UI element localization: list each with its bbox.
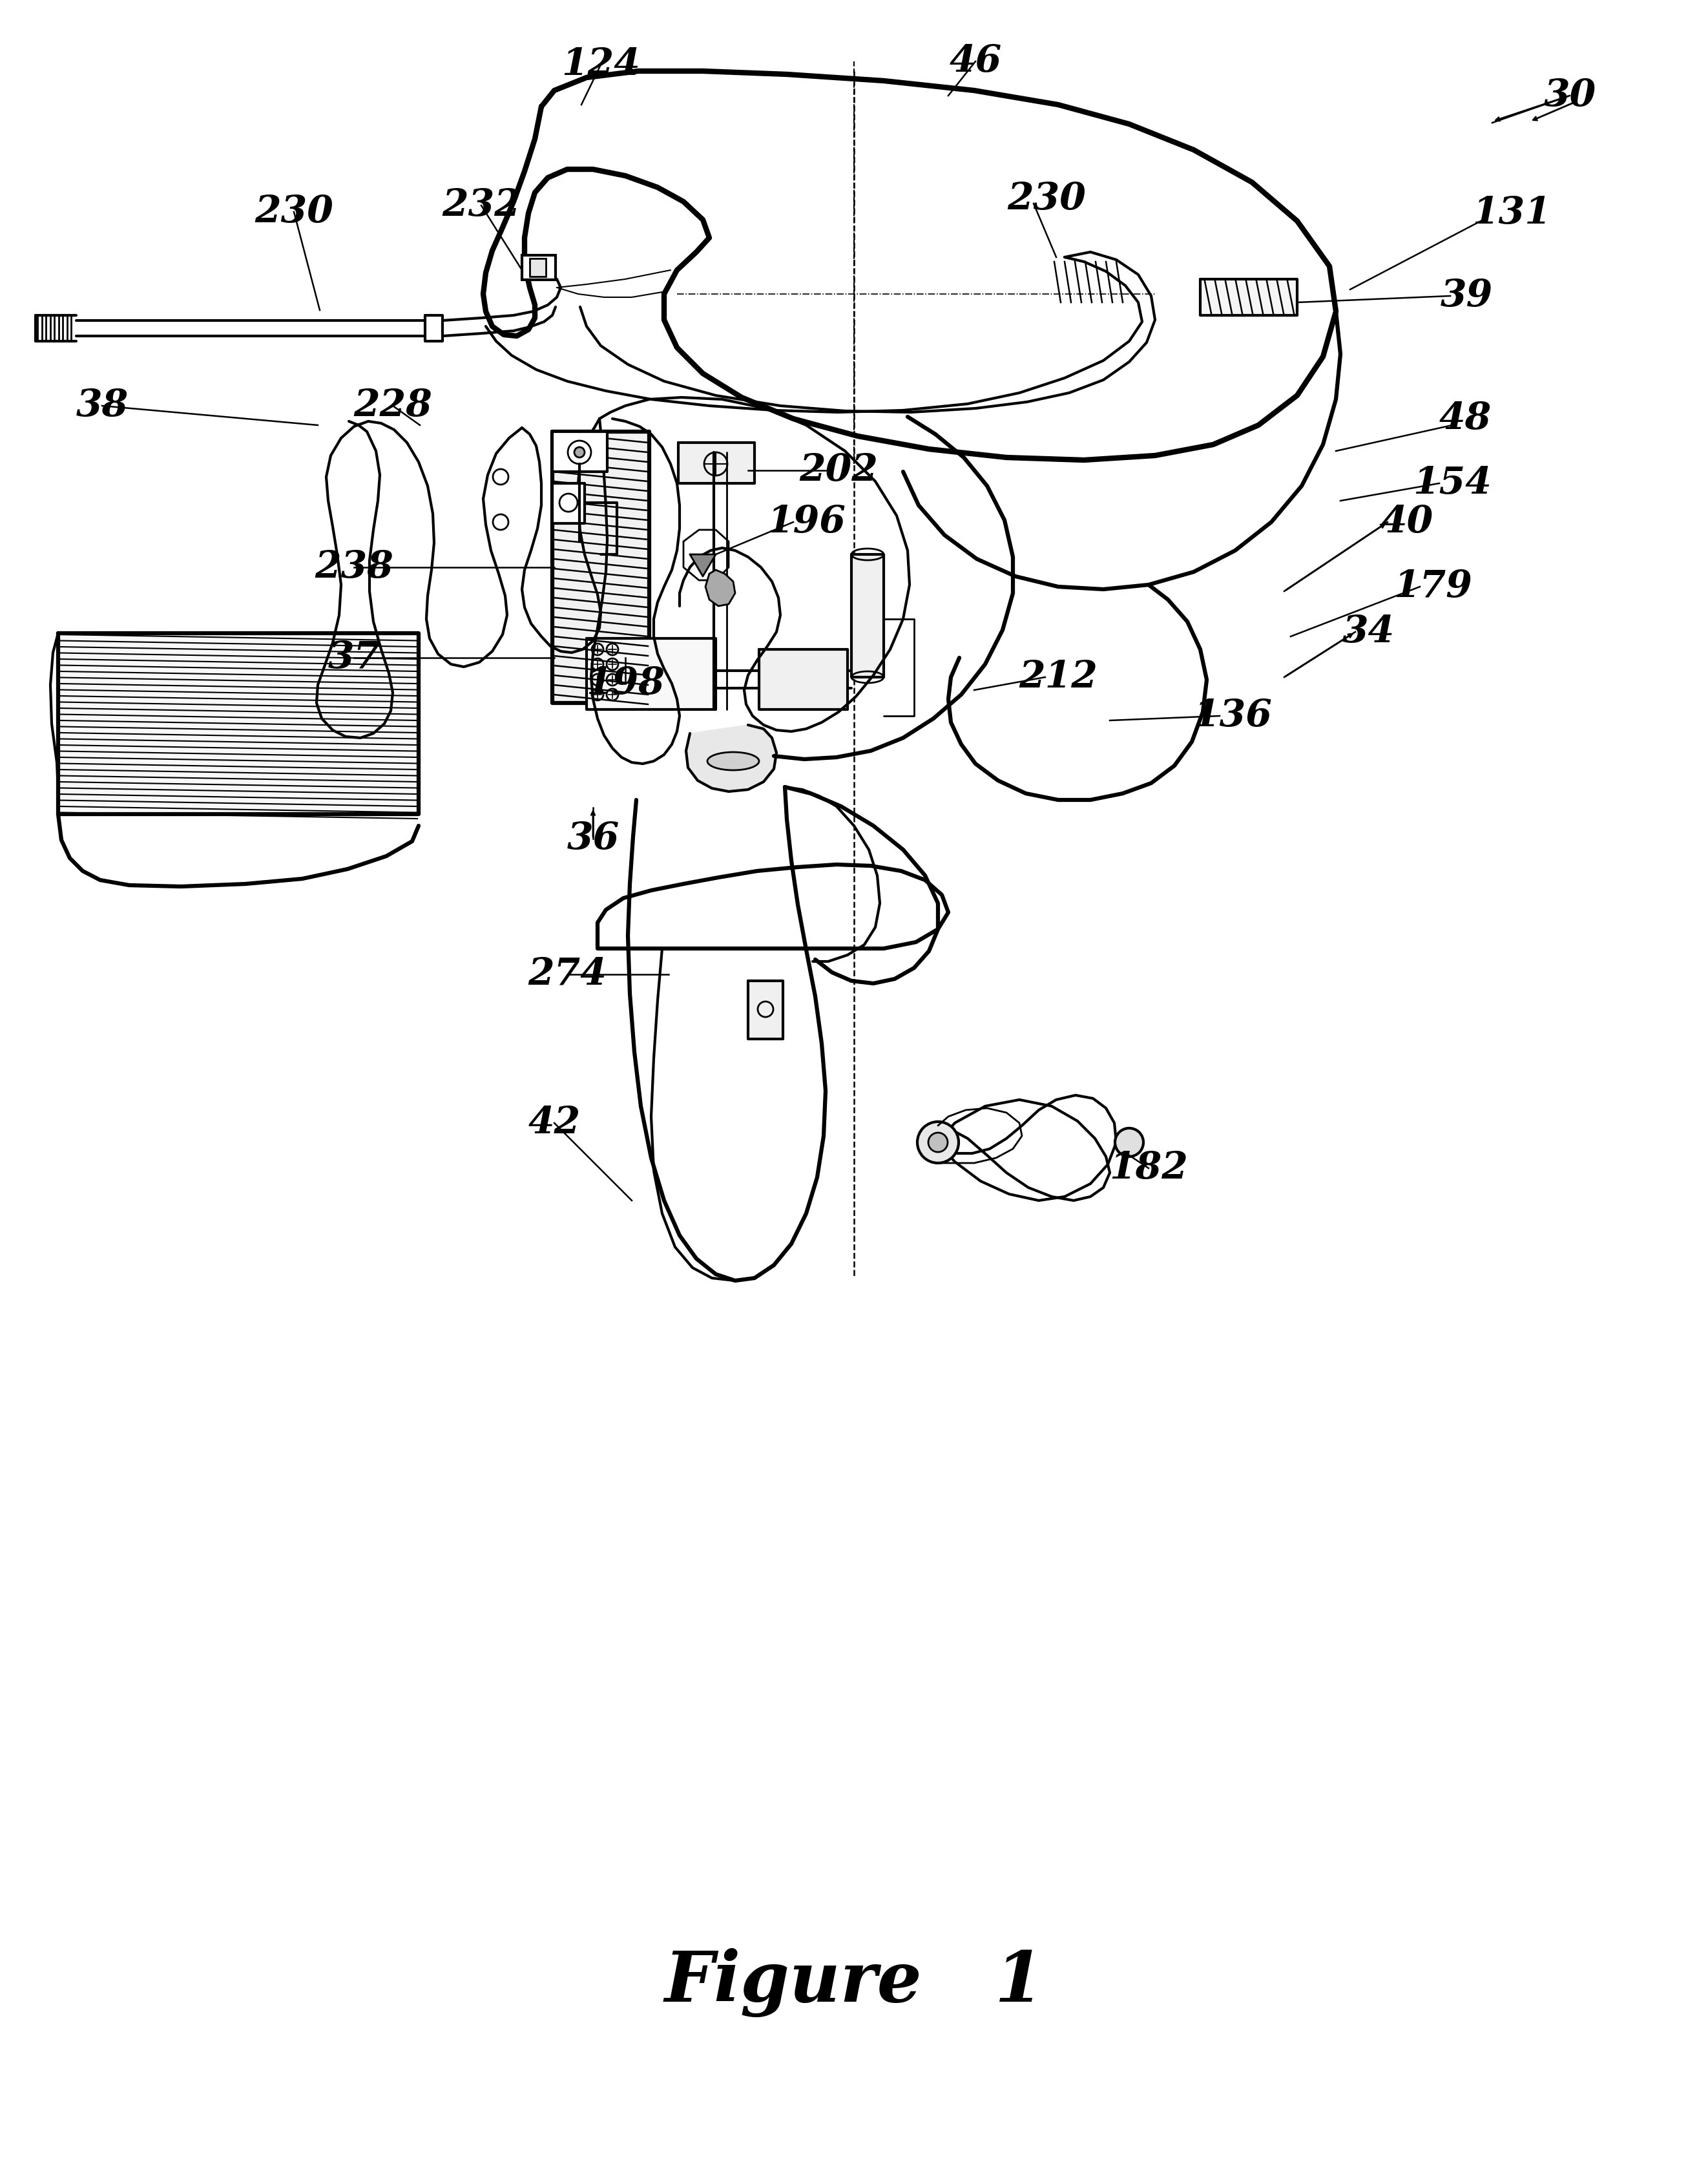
Text: 228: 228	[354, 386, 432, 423]
Polygon shape	[705, 569, 734, 606]
Text: 198: 198	[586, 664, 664, 701]
Text: 48: 48	[1438, 399, 1491, 436]
Text: 37: 37	[328, 640, 381, 675]
Text: 38: 38	[75, 386, 128, 423]
Text: 212: 212	[1018, 658, 1098, 695]
Polygon shape	[58, 634, 418, 814]
Polygon shape	[1201, 280, 1296, 315]
Text: 39: 39	[1440, 278, 1493, 315]
Text: 238: 238	[314, 549, 393, 586]
Text: 40: 40	[1380, 504, 1433, 541]
Text: 274: 274	[528, 955, 606, 992]
Text: 202: 202	[799, 452, 878, 488]
Circle shape	[927, 1133, 948, 1153]
Text: 131: 131	[1472, 195, 1551, 232]
Polygon shape	[687, 725, 777, 792]
Ellipse shape	[707, 751, 758, 771]
Text: 124: 124	[562, 46, 640, 82]
Bar	[523, 256, 555, 280]
Text: 34: 34	[1342, 614, 1394, 649]
Polygon shape	[758, 649, 847, 710]
Polygon shape	[425, 315, 442, 341]
Circle shape	[917, 1122, 958, 1164]
Polygon shape	[552, 484, 584, 523]
Text: 46: 46	[950, 43, 1001, 80]
Text: 36: 36	[567, 821, 620, 858]
Polygon shape	[748, 981, 782, 1040]
Polygon shape	[586, 638, 716, 710]
Circle shape	[1115, 1129, 1143, 1157]
Polygon shape	[690, 554, 716, 575]
Text: 42: 42	[528, 1105, 581, 1142]
Circle shape	[574, 447, 584, 458]
Text: 196: 196	[767, 504, 845, 541]
Text: 232: 232	[442, 187, 521, 224]
Polygon shape	[552, 432, 649, 703]
Text: 136: 136	[1194, 697, 1272, 734]
Text: Figure   1: Figure 1	[664, 1947, 1044, 2017]
Text: 154: 154	[1413, 465, 1491, 502]
Text: 230: 230	[1008, 180, 1086, 217]
Text: 30: 30	[1544, 78, 1595, 113]
Polygon shape	[851, 554, 883, 677]
Polygon shape	[552, 432, 608, 471]
Text: 230: 230	[254, 193, 333, 230]
Text: 179: 179	[1394, 569, 1472, 606]
Text: 182: 182	[1108, 1151, 1189, 1188]
Bar	[529, 258, 547, 276]
Polygon shape	[678, 443, 755, 484]
